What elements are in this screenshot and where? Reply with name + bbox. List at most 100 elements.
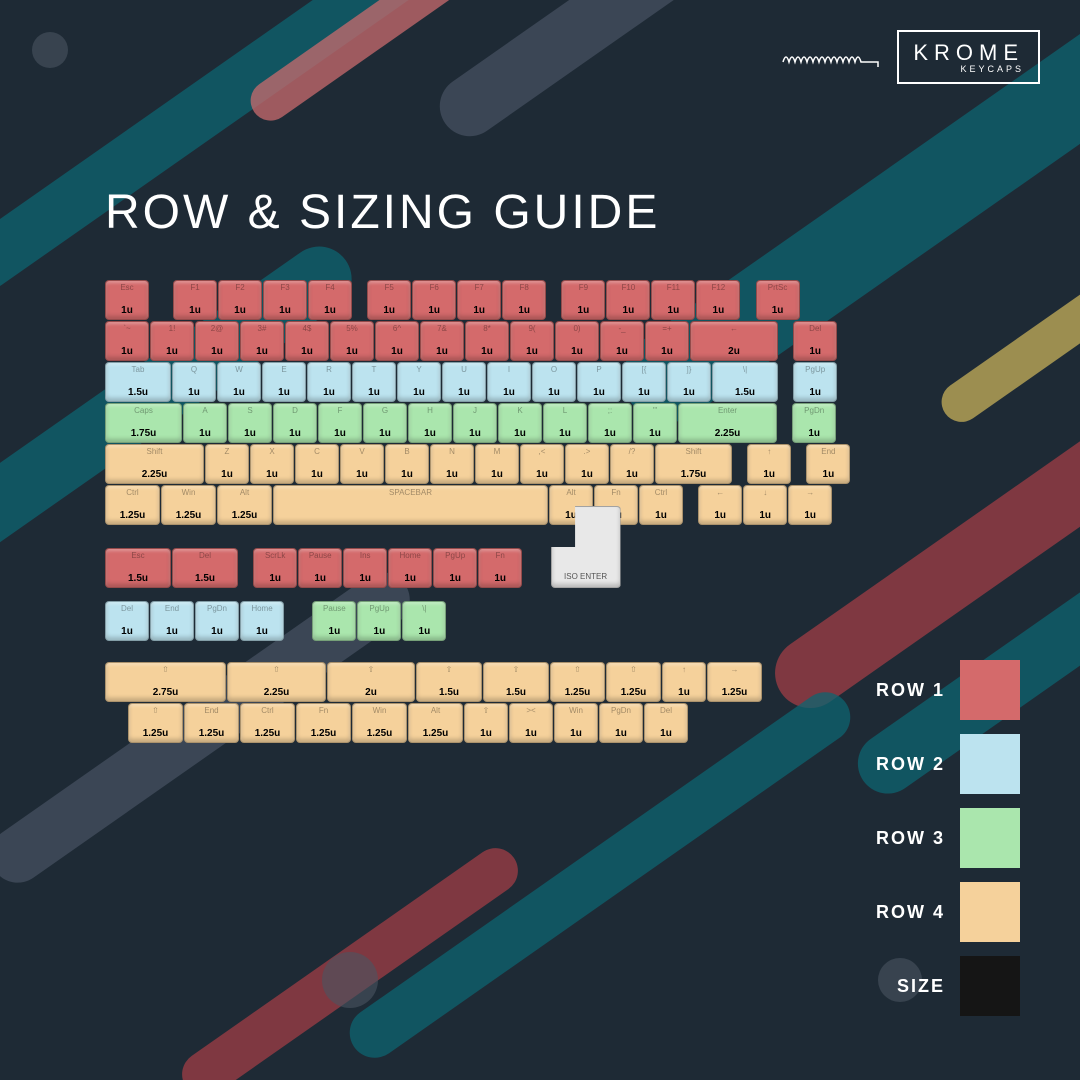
keycap-size: 1u (667, 688, 701, 698)
keycap: ⇧1u (464, 703, 508, 743)
keycap-legend: ↓ (748, 489, 782, 497)
keycap-size: 1u (407, 627, 441, 637)
keycap-legend: ⇧ (232, 666, 321, 674)
keycap-legend: ← (703, 489, 737, 497)
keycap: Z1u (205, 444, 249, 484)
keycap-size: 1u (323, 429, 357, 439)
keycap-legend: ↑ (752, 448, 786, 456)
keycap-size: 1u (469, 729, 503, 739)
keyboard-row: Shift2.25uZ1uX1uC1uV1uB1uN1uM1u,<1u.>1u/… (105, 444, 885, 484)
keycap-legend: W (222, 366, 256, 374)
keycap-legend: Y (402, 366, 436, 374)
legend-row: ROW 4 (876, 882, 1020, 942)
keycap: J1u (453, 403, 497, 443)
keycap: ←2u (690, 321, 778, 361)
keycap-legend: Home (245, 605, 279, 613)
keycap: Win1.25u (352, 703, 407, 743)
keycap-size: 1u (110, 306, 144, 316)
keycap: SPACEBAR (273, 485, 548, 525)
keycap-legend: Enter (683, 407, 772, 415)
keycap: ⇧2u (327, 662, 415, 702)
keycap: =+1u (645, 321, 689, 361)
keycap: F121u (696, 280, 740, 320)
keycap-legend: ↑ (667, 666, 701, 674)
keycap-legend: 6^ (380, 325, 414, 333)
keycap: ⇧1.5u (483, 662, 549, 702)
legend-swatch (960, 956, 1020, 1016)
keycap-legend: Ctrl (110, 489, 155, 497)
keycap-legend: F10 (611, 284, 645, 292)
keycap: 7&1u (420, 321, 464, 361)
keycap-size: 1u (155, 347, 189, 357)
keycap: U1u (442, 362, 486, 402)
keycap-size: 1u (515, 347, 549, 357)
keycap: \|1.5u (712, 362, 778, 402)
keycap-size: 1u (560, 347, 594, 357)
keycap: End 1.25u (184, 703, 239, 743)
legend-label: ROW 1 (876, 680, 945, 701)
keycap-size: 1u (483, 574, 517, 584)
keycap-legend: F9 (566, 284, 600, 292)
keyboard-row: Esc1uF11uF21uF31uF41uF51uF61uF71uF81uF91… (105, 280, 885, 320)
keycap-size: 1u (245, 627, 279, 637)
keycap: 4$1u (285, 321, 329, 361)
legend-row: ROW 2 (876, 734, 1020, 794)
keycap: [{1u (622, 362, 666, 402)
keycap-size: 1u (268, 306, 302, 316)
keycap: ]}1u (667, 362, 711, 402)
keycap-size: 2.25u (232, 688, 321, 698)
keycap-legend: J (458, 407, 492, 415)
keycap: PgUp1u (357, 601, 401, 641)
keycap-size: 1.25u (222, 511, 267, 521)
legend-swatch (960, 660, 1020, 720)
keycap-size: 1u (649, 729, 683, 739)
keycap-legend: ScrLk (258, 552, 292, 560)
keycap-legend: .> (570, 448, 604, 456)
keycap: Del1u (793, 321, 837, 361)
keycap: Esc1.5u (105, 548, 171, 588)
keycap-legend: L (548, 407, 582, 415)
keycap-legend: Del (798, 325, 832, 333)
keycap: ⇧1.5u (416, 662, 482, 702)
keycap: Del1u (644, 703, 688, 743)
keycap-size: 1u (200, 347, 234, 357)
keycap-size: 1.5u (488, 688, 544, 698)
keycap: -_1u (600, 321, 644, 361)
keycap-size: 1u (255, 470, 289, 480)
keycap: '"1u (633, 403, 677, 443)
keycap-legend: End (155, 605, 189, 613)
keycap-legend: S (233, 407, 267, 415)
keycap-legend: V (345, 448, 379, 456)
keycap-legend: D (278, 407, 312, 415)
keycap: X1u (250, 444, 294, 484)
keycap-size: 1.25u (189, 729, 234, 739)
keycap: ↑1u (747, 444, 791, 484)
keycap-legend: End (189, 707, 234, 715)
keycap-size: 1u (110, 627, 144, 637)
keycap: F91u (561, 280, 605, 320)
keycap-legend: /? (615, 448, 649, 456)
keycap-size: 1u (627, 388, 661, 398)
keycap-size: 1u (417, 306, 451, 316)
keycap-size: 1u (656, 306, 690, 316)
keycap-size: 1u (480, 470, 514, 480)
keycap-size: 1u (793, 511, 827, 521)
keycap-size: 1.25u (166, 511, 211, 521)
keycap: G1u (363, 403, 407, 443)
keycap-legend: PgUp (362, 605, 396, 613)
keyboard-row: Del1uEnd1uPgDn1uHome1uPause1uPgUp1u\|1u (105, 601, 885, 641)
keycap: ⇧1.25u (128, 703, 183, 743)
keyboard-row: ⇧2.75u⇧2.25u⇧2u⇧1.5u⇧1.5u⇧1.25u⇧1.25u↑1u… (105, 662, 885, 702)
legend-label: ROW 3 (876, 828, 945, 849)
keycap: I1u (487, 362, 531, 402)
keycap-legend: F6 (417, 284, 451, 292)
keycap-legend: A (188, 407, 222, 415)
keycap-size: 1u (312, 388, 346, 398)
keycap-legend: B (390, 448, 424, 456)
keycap: Q1u (172, 362, 216, 402)
keycap-size: 1u (393, 574, 427, 584)
keycap: F81u (502, 280, 546, 320)
keycap: Win1u (554, 703, 598, 743)
keycap-size: 1.5u (110, 388, 166, 398)
keycap: \|1u (402, 601, 446, 641)
